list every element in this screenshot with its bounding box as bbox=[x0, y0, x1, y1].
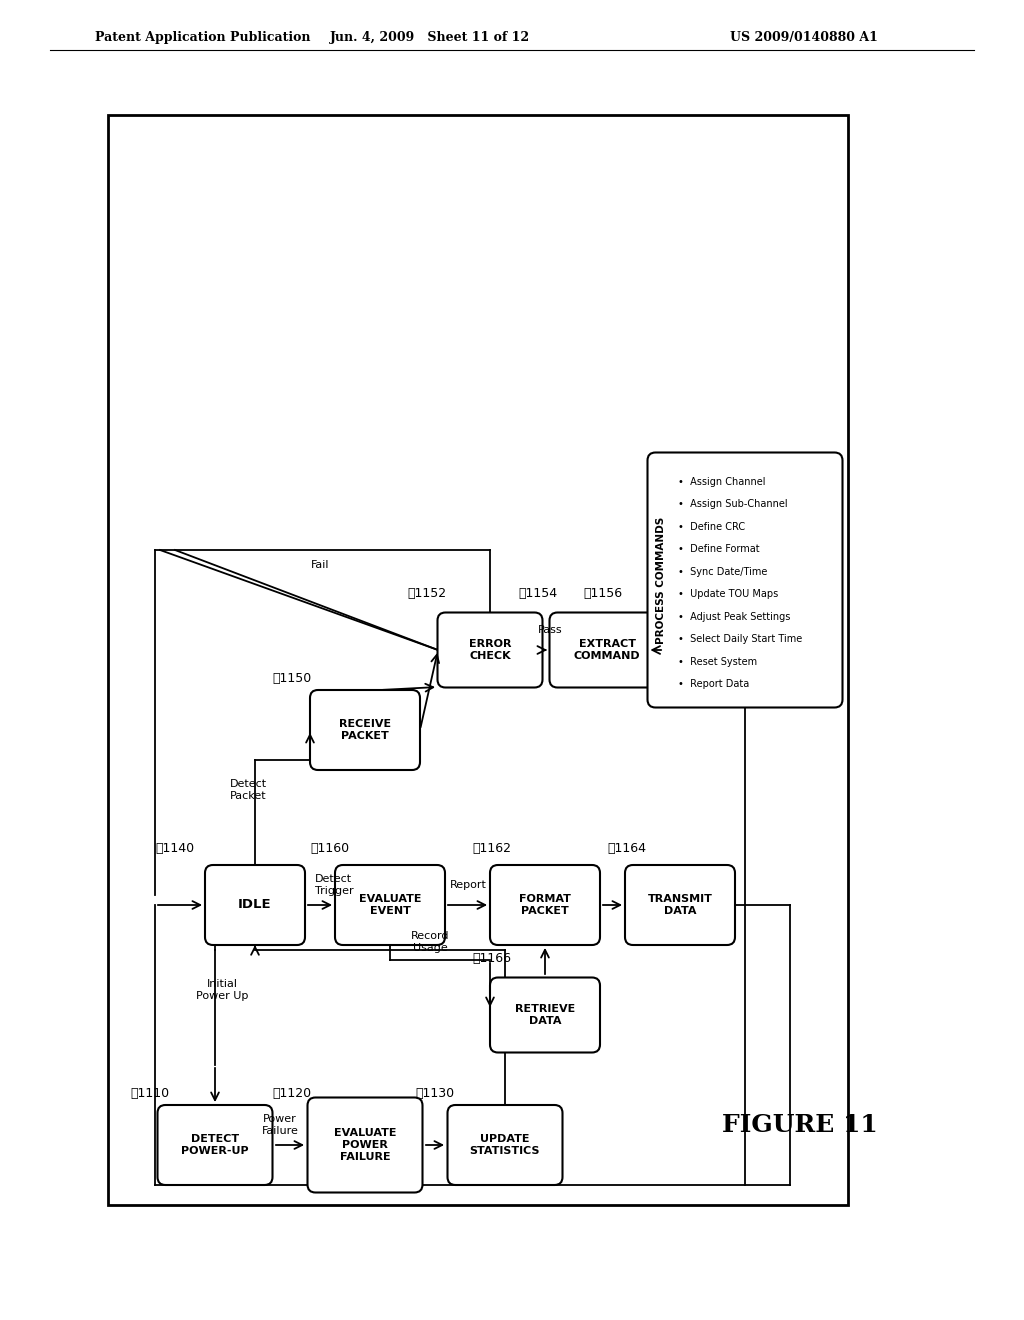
Text: TRANSMIT
DATA: TRANSMIT DATA bbox=[647, 894, 713, 916]
Text: FIGURE 11: FIGURE 11 bbox=[722, 1113, 878, 1137]
FancyBboxPatch shape bbox=[307, 1097, 423, 1192]
FancyBboxPatch shape bbox=[550, 612, 665, 688]
Text: ⎵1162: ⎵1162 bbox=[472, 842, 511, 855]
Text: ⎵1154: ⎵1154 bbox=[518, 587, 557, 601]
FancyBboxPatch shape bbox=[647, 453, 843, 708]
FancyBboxPatch shape bbox=[490, 978, 600, 1052]
Text: RECEIVE
PACKET: RECEIVE PACKET bbox=[339, 719, 391, 741]
Text: •  Assign Sub-Channel: • Assign Sub-Channel bbox=[678, 499, 787, 510]
FancyBboxPatch shape bbox=[490, 865, 600, 945]
FancyBboxPatch shape bbox=[335, 865, 445, 945]
Text: DETECT
POWER-UP: DETECT POWER-UP bbox=[181, 1134, 249, 1156]
Text: •  Assign Channel: • Assign Channel bbox=[678, 477, 765, 487]
Text: •  Define Format: • Define Format bbox=[678, 544, 759, 554]
FancyBboxPatch shape bbox=[447, 1105, 562, 1185]
Text: EVALUATE
EVENT: EVALUATE EVENT bbox=[358, 894, 421, 916]
Text: •  Reset System: • Reset System bbox=[678, 657, 757, 667]
Text: •  Report Data: • Report Data bbox=[678, 680, 749, 689]
Text: ⎵1160: ⎵1160 bbox=[310, 842, 349, 855]
Text: US 2009/0140880 A1: US 2009/0140880 A1 bbox=[730, 30, 878, 44]
Text: Power
Failure: Power Failure bbox=[261, 1114, 298, 1135]
Text: Jun. 4, 2009   Sheet 11 of 12: Jun. 4, 2009 Sheet 11 of 12 bbox=[330, 30, 530, 44]
Text: ⎵1120: ⎵1120 bbox=[272, 1086, 311, 1100]
Text: ⎵1156: ⎵1156 bbox=[583, 587, 623, 601]
Text: EVALUATE
POWER
FAILURE: EVALUATE POWER FAILURE bbox=[334, 1129, 396, 1162]
Text: Patent Application Publication: Patent Application Publication bbox=[95, 30, 310, 44]
Text: •  Adjust Peak Settings: • Adjust Peak Settings bbox=[678, 611, 790, 622]
Text: Fail: Fail bbox=[310, 560, 330, 570]
Text: Detect
Packet: Detect Packet bbox=[229, 779, 266, 801]
Text: ⎵1130: ⎵1130 bbox=[415, 1086, 454, 1100]
Text: ⎵1166: ⎵1166 bbox=[472, 952, 511, 965]
Text: •  Define CRC: • Define CRC bbox=[678, 521, 744, 532]
Text: ⎵1110: ⎵1110 bbox=[130, 1086, 169, 1100]
FancyBboxPatch shape bbox=[158, 1105, 272, 1185]
Text: RETRIEVE
DATA: RETRIEVE DATA bbox=[515, 1005, 575, 1026]
Text: IDLE: IDLE bbox=[239, 899, 271, 912]
FancyBboxPatch shape bbox=[205, 865, 305, 945]
FancyBboxPatch shape bbox=[625, 865, 735, 945]
Text: Report: Report bbox=[450, 880, 486, 890]
Text: Pass: Pass bbox=[538, 624, 562, 635]
Text: ⎵1152: ⎵1152 bbox=[407, 587, 446, 601]
FancyBboxPatch shape bbox=[310, 690, 420, 770]
Text: •  Select Daily Start Time: • Select Daily Start Time bbox=[678, 634, 802, 644]
FancyBboxPatch shape bbox=[437, 612, 543, 688]
Text: EXTRACT
COMMAND: EXTRACT COMMAND bbox=[573, 639, 640, 661]
Text: •  Sync Date/Time: • Sync Date/Time bbox=[678, 566, 767, 577]
Text: Record
Usage: Record Usage bbox=[411, 931, 450, 953]
Text: ⎵1150: ⎵1150 bbox=[272, 672, 311, 685]
Text: ⎵1140: ⎵1140 bbox=[155, 842, 195, 855]
Text: Initial
Power Up: Initial Power Up bbox=[196, 979, 248, 1001]
Text: •  Update TOU Maps: • Update TOU Maps bbox=[678, 589, 778, 599]
Text: ERROR
CHECK: ERROR CHECK bbox=[469, 639, 511, 661]
Text: ⎵1164: ⎵1164 bbox=[607, 842, 646, 855]
Text: Detect
Trigger: Detect Trigger bbox=[315, 874, 353, 896]
Text: FORMAT
PACKET: FORMAT PACKET bbox=[519, 894, 571, 916]
Text: UPDATE
STATISTICS: UPDATE STATISTICS bbox=[470, 1134, 541, 1156]
Bar bbox=[108, 115, 848, 1205]
Text: PROCESS COMMANDS: PROCESS COMMANDS bbox=[655, 516, 666, 644]
